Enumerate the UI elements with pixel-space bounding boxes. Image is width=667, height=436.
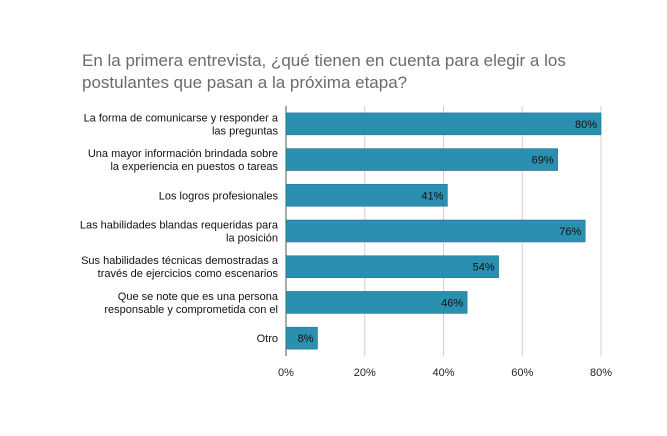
x-tick-label: 0% xyxy=(278,367,294,379)
category-label: través de ejercicios como escenarios xyxy=(98,268,279,280)
data-label: 54% xyxy=(473,262,495,274)
bar xyxy=(285,184,448,207)
data-label: 41% xyxy=(421,190,443,202)
category-label: Sus habilidades técnicas demostradas a xyxy=(81,255,279,267)
category-label: Los logros profesionales xyxy=(159,190,279,202)
category-label: Otro xyxy=(257,333,278,345)
category-label: la experiencia en puestos o tareas xyxy=(110,161,278,173)
category-label: Una mayor información brindada sobre xyxy=(88,148,278,160)
category-label: la posición xyxy=(226,233,278,245)
bar xyxy=(285,148,558,171)
x-tick-label: 60% xyxy=(511,367,533,379)
data-label: 69% xyxy=(532,155,554,167)
data-label: 80% xyxy=(575,119,597,131)
bar xyxy=(285,219,586,243)
data-label: 46% xyxy=(441,297,463,309)
bar xyxy=(285,291,468,314)
x-tick-label: 40% xyxy=(432,367,454,379)
data-label: 76% xyxy=(559,226,581,238)
bar xyxy=(285,326,318,350)
bar xyxy=(285,112,602,136)
category-label: Las habilidades blandas requeridas para xyxy=(80,220,279,232)
category-label: las preguntas xyxy=(212,125,279,137)
chart-title: En la primera entrevista, ¿qué tienen en… xyxy=(82,51,566,92)
category-label: Que se note que es una persona xyxy=(118,291,279,303)
x-tick-label: 20% xyxy=(354,367,376,379)
data-label: 8% xyxy=(298,333,314,345)
x-tick-label: 80% xyxy=(590,367,612,379)
category-label: responsable y comprometida con el xyxy=(104,304,278,316)
category-label: La forma de comunicarse y responder a xyxy=(84,112,279,124)
bar xyxy=(285,255,499,278)
